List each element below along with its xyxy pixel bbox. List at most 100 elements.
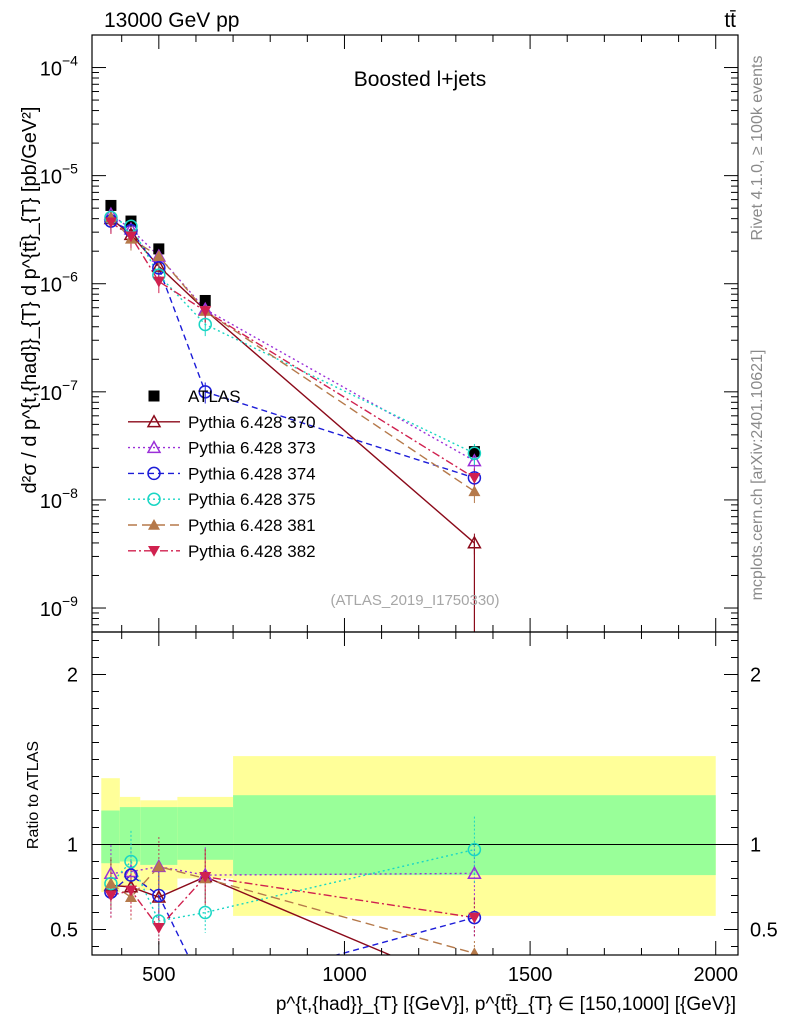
y-tick-exponent: −9 [62,593,78,609]
ratio-point [152,923,165,934]
y-tick-label: 10 [40,275,62,297]
ratio-point [470,947,479,955]
ratio-y-tick-label-right: 0.5 [750,920,778,942]
data-point [104,217,117,229]
ratio-point [199,872,212,883]
header-left: 13000 GeV pp [104,9,239,32]
ratio-point [152,888,166,903]
data-point [467,535,482,549]
y-tick-exponent: −5 [62,161,78,177]
ratio-y-tick-label: 2 [67,665,78,687]
legend-marker [146,440,162,454]
ratio-point [124,885,137,897]
legend-label: ATLAS [188,387,241,406]
ratio-point [467,842,482,857]
data-point [467,453,482,467]
ratio-y-tick-label-right: 1 [750,835,761,857]
data-point [198,385,212,399]
legend-entry: Pythia 6.428 381 [128,516,316,535]
mcplots-label: mcplots.cern.ch [arXiv:2401.10621] [749,350,766,601]
y-tick-label: 10 [40,599,62,621]
y-tick-exponent: −6 [62,269,78,285]
x-tick-label: 1000 [322,964,367,986]
legend-entry: Pythia 6.428 382 [128,542,316,561]
x-tick-label: 1500 [508,964,553,986]
data-point [151,258,167,272]
legend-label: Pythia 6.428 373 [188,439,316,458]
x-tick-label: 2000 [693,964,738,986]
ratio-y-tick-label: 0.5 [50,920,78,942]
ratio-point [198,905,212,920]
legend-marker [148,519,160,530]
y-tick-label: 10 [40,383,62,405]
y-tick-exponent: −8 [62,485,78,501]
x-tick-label: 500 [142,964,175,986]
top-panel: 10−910−810−710−610−510−4 Boosted l+jets … [40,34,739,633]
data-point [198,317,212,332]
data-point [152,250,165,261]
ratio-series-line [110,865,475,954]
ratio-series-line [110,848,475,922]
data-point [124,231,137,243]
header-right: tt̄ [724,9,736,32]
data-point [467,446,482,461]
legend-entry: Pythia 6.428 373 [128,439,316,458]
legend-marker [147,492,161,506]
ratio-point [123,864,139,878]
legend-entry: Pythia 6.428 375 [128,490,316,509]
uncertainty-band-inner [140,807,178,865]
legend-marker [148,390,160,402]
ratio-point [104,890,117,902]
data-point [105,199,117,211]
ratio-series-line [110,865,475,876]
x-axis-label: p^{t,{had}}_{T} [{GeV}], p^{tt̄}_{T} ∈ [… [276,994,736,1015]
legend-entry: ATLAS [148,387,241,406]
y-tick-label: 10 [40,491,62,513]
bottom-frame [91,631,739,956]
legend: ATLAS Pythia 6.428 370 Pythia 6.428 373 Pyt… [128,387,316,561]
ratio-point [152,860,165,872]
ratio-y-tick-label-right: 2 [750,665,761,687]
series-line [110,221,475,479]
data-point [199,306,212,317]
legend-label: Pythia 6.428 381 [188,516,316,535]
data-point [152,261,166,275]
y-axis-label-bottom: Ratio to ATLAS [25,741,42,849]
rivet-label: Rivet 4.1.0, ≥ 100k events [749,56,766,241]
y-tick-label: 10 [40,167,62,189]
ratio-point [104,877,117,889]
legend-entry: Pythia 6.428 374 [128,464,316,483]
data-point [199,294,211,306]
data-point [468,446,480,458]
y-tick-exponent: −7 [62,377,78,393]
data-point [468,473,481,484]
series-line [110,213,475,462]
plot-title: Boosted l+jets [354,68,487,91]
ratio-point [468,912,481,924]
ratio-point [124,868,138,882]
ratio-y-tick-label: 1 [67,835,78,857]
legend-marker [147,466,161,481]
y-tick-label: 10 [40,59,62,81]
watermark: (ATLAS_2019_I1750330) [330,592,499,609]
legend-label: Pythia 6.428 370 [188,413,316,432]
data-point [152,276,165,288]
series-line [110,220,475,479]
ratio-point [199,985,211,997]
y-axis-label-top: d²σ / d p^{t,{had}}_{T} d p^{tt̄}_{T} [p… [19,107,41,494]
uncertainty-band-inner [101,810,120,864]
legend-entry: Pythia 6.428 370 [128,413,316,432]
bottom-panel: 0.5 0.5 1 1 2 2 500 1000 1500 2000 [50,631,778,997]
ratio-point [124,891,137,902]
legend-marker [148,546,160,557]
legend-marker [146,414,162,428]
legend-label: Pythia 6.428 382 [188,542,316,561]
data-point [468,485,481,497]
data-point [125,215,137,227]
legend-label: Pythia 6.428 375 [188,490,316,509]
ratio-point [124,854,138,869]
ratio-point [467,865,482,879]
series-line [110,216,475,454]
y-tick-exponent: −4 [62,53,78,69]
